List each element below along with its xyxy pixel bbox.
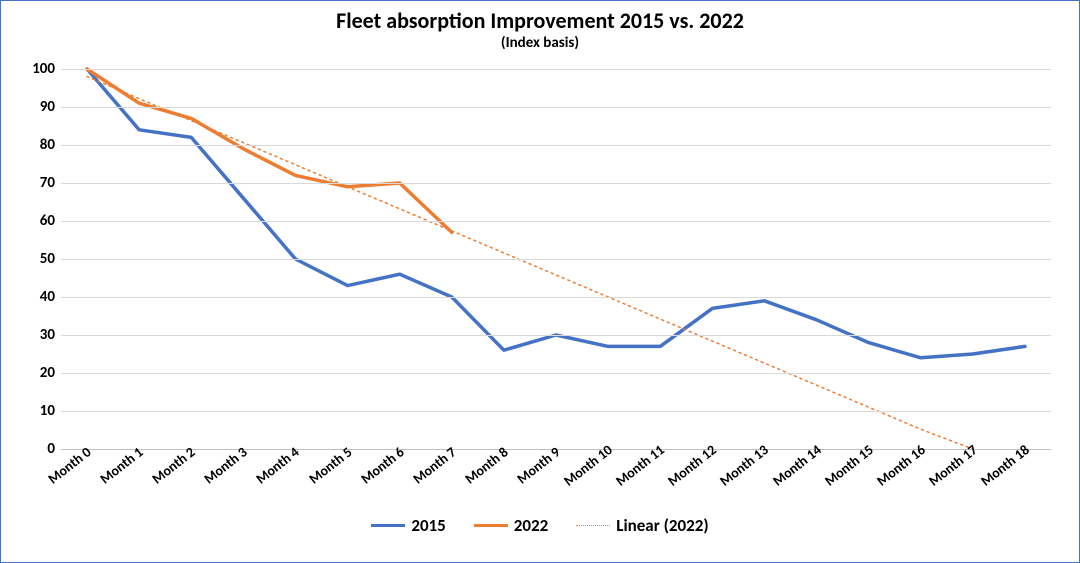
- y-tick-label: 60: [40, 212, 61, 230]
- legend-item: 2015: [371, 515, 445, 536]
- y-tick-label: 10: [40, 402, 61, 420]
- gridline: [61, 373, 1051, 374]
- y-tick-label: 70: [40, 174, 61, 192]
- gridline: [61, 221, 1051, 222]
- y-tick-label: 30: [40, 326, 61, 344]
- x-tick-label: Month 4: [253, 443, 303, 487]
- series-line: [87, 77, 973, 449]
- series-line: [87, 69, 1025, 358]
- y-tick-label: 20: [40, 364, 61, 382]
- x-tick-label: Month 8: [462, 443, 512, 487]
- x-tick-label: Month 3: [201, 443, 251, 487]
- legend-swatch: [576, 525, 610, 526]
- y-tick-label: 0: [47, 440, 61, 458]
- legend-label: Linear (2022): [616, 515, 708, 536]
- gridline: [61, 335, 1051, 336]
- x-tick-label: Month 6: [357, 443, 407, 487]
- y-tick-label: 40: [40, 288, 61, 306]
- x-tick-label: Month 7: [410, 443, 460, 487]
- gridline: [61, 259, 1051, 260]
- legend-item: Linear (2022): [576, 515, 708, 536]
- gridline: [61, 183, 1051, 184]
- chart-subtitle: (Index basis): [1, 34, 1079, 52]
- gridline: [61, 145, 1051, 146]
- legend-item: 2022: [474, 515, 548, 536]
- legend-label: 2022: [514, 515, 548, 536]
- gridline: [61, 69, 1051, 70]
- gridline: [61, 107, 1051, 108]
- x-tick-label: Month 1: [97, 443, 147, 487]
- chart-title: Fleet absorption Improvement 2015 vs. 20…: [1, 7, 1079, 34]
- gridline: [61, 297, 1051, 298]
- x-tick-label: Month 5: [305, 443, 355, 487]
- y-tick-label: 100: [32, 60, 61, 78]
- chart-frame: Fleet absorption Improvement 2015 vs. 20…: [0, 0, 1080, 563]
- legend: 2015 2022 Linear (2022): [1, 515, 1079, 536]
- legend-swatch: [474, 524, 508, 527]
- legend-label: 2015: [411, 515, 445, 536]
- gridline: [61, 411, 1051, 412]
- chart-titles: Fleet absorption Improvement 2015 vs. 20…: [1, 1, 1079, 52]
- y-tick-label: 50: [40, 250, 61, 268]
- y-tick-label: 90: [40, 98, 61, 116]
- legend-swatch: [371, 524, 405, 527]
- y-tick-label: 80: [40, 136, 61, 154]
- x-tick-label: Month 9: [514, 443, 564, 487]
- plot-area: 0102030405060708090100Month 0Month 1Mont…: [61, 69, 1051, 449]
- x-tick-label: Month 2: [149, 443, 199, 487]
